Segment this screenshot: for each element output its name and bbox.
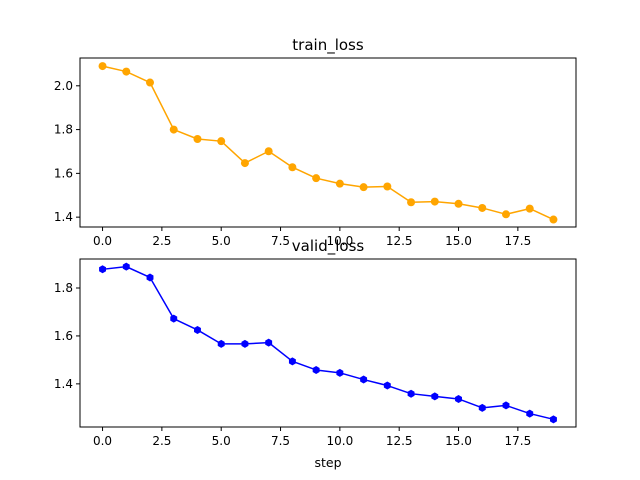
train-loss-axes-frame	[79, 57, 577, 228]
valid-loss-data-point	[478, 403, 486, 412]
valid-loss-x-axis-label: step	[314, 455, 341, 470]
train-loss-data-point	[122, 67, 131, 76]
train-loss-x-tick-label: 12.5	[386, 234, 413, 248]
valid-loss-title: valid_loss	[292, 237, 365, 256]
valid-loss-data-point	[383, 381, 391, 390]
train-loss-subplot: train_loss 0.0 2.5 5.0 7.5 10.0 12.5 15.0 17.5 1…	[54, 36, 577, 248]
train-loss-data-point	[312, 174, 321, 183]
valid-loss-data-point	[241, 339, 249, 348]
valid-loss-data-point	[407, 389, 415, 398]
valid-loss-y-tick-label: 1.4	[54, 377, 73, 391]
train-loss-series	[98, 62, 558, 224]
valid-loss-series	[99, 262, 557, 424]
train-loss-y-tick-label: 1.4	[54, 210, 73, 224]
valid-loss-data-point	[288, 357, 296, 366]
train-loss-data-point	[335, 179, 344, 188]
valid-loss-data-point	[122, 262, 130, 271]
train-loss-data-point	[288, 163, 297, 172]
train-loss-data-point	[407, 198, 416, 207]
valid-loss-data-point	[455, 394, 462, 403]
valid-loss-axis-ticks: 0.0 2.5 5.0 7.5 10.0 12.5 15.0 17.5 1.4 1.6 1.8	[54, 281, 531, 448]
train-loss-x-tick-label: 7.5	[271, 234, 290, 248]
valid-loss-x-tick-label: 15.0	[445, 434, 472, 448]
valid-loss-data-point	[170, 314, 178, 323]
valid-loss-axes-frame	[79, 258, 577, 428]
train-loss-data-point	[549, 215, 558, 224]
train-loss-axis-ticks: 0.0 2.5 5.0 7.5 10.0 12.5 15.0 17.5 1.4 1.6 1.8 2.0	[54, 79, 531, 248]
train-loss-data-point	[478, 203, 487, 212]
valid-loss-series-line	[102, 265, 554, 421]
train-loss-series-line	[102, 65, 554, 221]
valid-loss-x-tick-label: 2.5	[152, 434, 171, 448]
train-loss-data-point	[525, 204, 534, 213]
train-loss-data-point	[98, 62, 107, 71]
valid-loss-data-point	[502, 401, 510, 410]
valid-loss-x-tick-label: 12.5	[386, 434, 413, 448]
valid-loss-data-point	[146, 273, 154, 282]
valid-loss-data-point	[360, 375, 368, 384]
train-loss-x-tick-label: 5.0	[212, 234, 231, 248]
valid-loss-y-tick-label: 1.6	[54, 329, 73, 343]
train-loss-x-tick-label: 10.0	[327, 234, 354, 248]
train-loss-x-tick-label: 2.5	[152, 234, 171, 248]
train-loss-data-point	[217, 137, 226, 146]
train-loss-data-point	[430, 197, 439, 206]
valid-loss-x-tick-label: 17.5	[504, 434, 531, 448]
valid-loss-x-tick-label: 7.5	[271, 434, 290, 448]
train-loss-data-point	[240, 159, 249, 168]
valid-loss-x-tick-label: 5.0	[212, 434, 231, 448]
valid-loss-subplot: 0.0 2.5 5.0 7.5 10.0 12.5 15.0 17.5 1.4 1.6 1.8 va…	[54, 237, 577, 470]
train-loss-y-tick-label: 1.8	[54, 123, 73, 137]
train-loss-data-point	[501, 210, 510, 219]
valid-loss-data-point	[336, 368, 344, 377]
valid-loss-x-tick-label: 10.0	[327, 434, 354, 448]
train-loss-data-point	[383, 182, 392, 191]
train-loss-x-tick-label: 0.0	[93, 234, 112, 248]
valid-loss-data-point	[265, 338, 273, 347]
train-loss-data-point	[359, 183, 368, 192]
valid-loss-data-point	[549, 415, 557, 424]
train-loss-data-point	[146, 78, 155, 87]
train-loss-data-point	[169, 125, 178, 134]
train-loss-data-point	[193, 134, 202, 143]
valid-loss-y-tick-label: 1.8	[54, 281, 73, 295]
train-loss-data-point	[264, 147, 273, 156]
valid-loss-data-point	[431, 392, 439, 401]
train-loss-y-tick-label: 1.6	[54, 166, 73, 180]
valid-loss-data-point	[99, 265, 107, 274]
valid-loss-x-tick-label: 0.0	[93, 434, 112, 448]
train-loss-data-point	[454, 199, 463, 208]
valid-loss-data-point	[217, 339, 225, 348]
train-loss-title: train_loss	[292, 36, 364, 55]
train-loss-y-tick-label: 2.0	[54, 79, 73, 93]
train-loss-x-tick-label: 17.5	[504, 234, 531, 248]
valid-loss-data-point	[526, 409, 534, 418]
train-loss-x-tick-label: 15.0	[445, 234, 472, 248]
valid-loss-data-point	[312, 365, 320, 374]
valid-loss-data-point	[194, 325, 201, 334]
